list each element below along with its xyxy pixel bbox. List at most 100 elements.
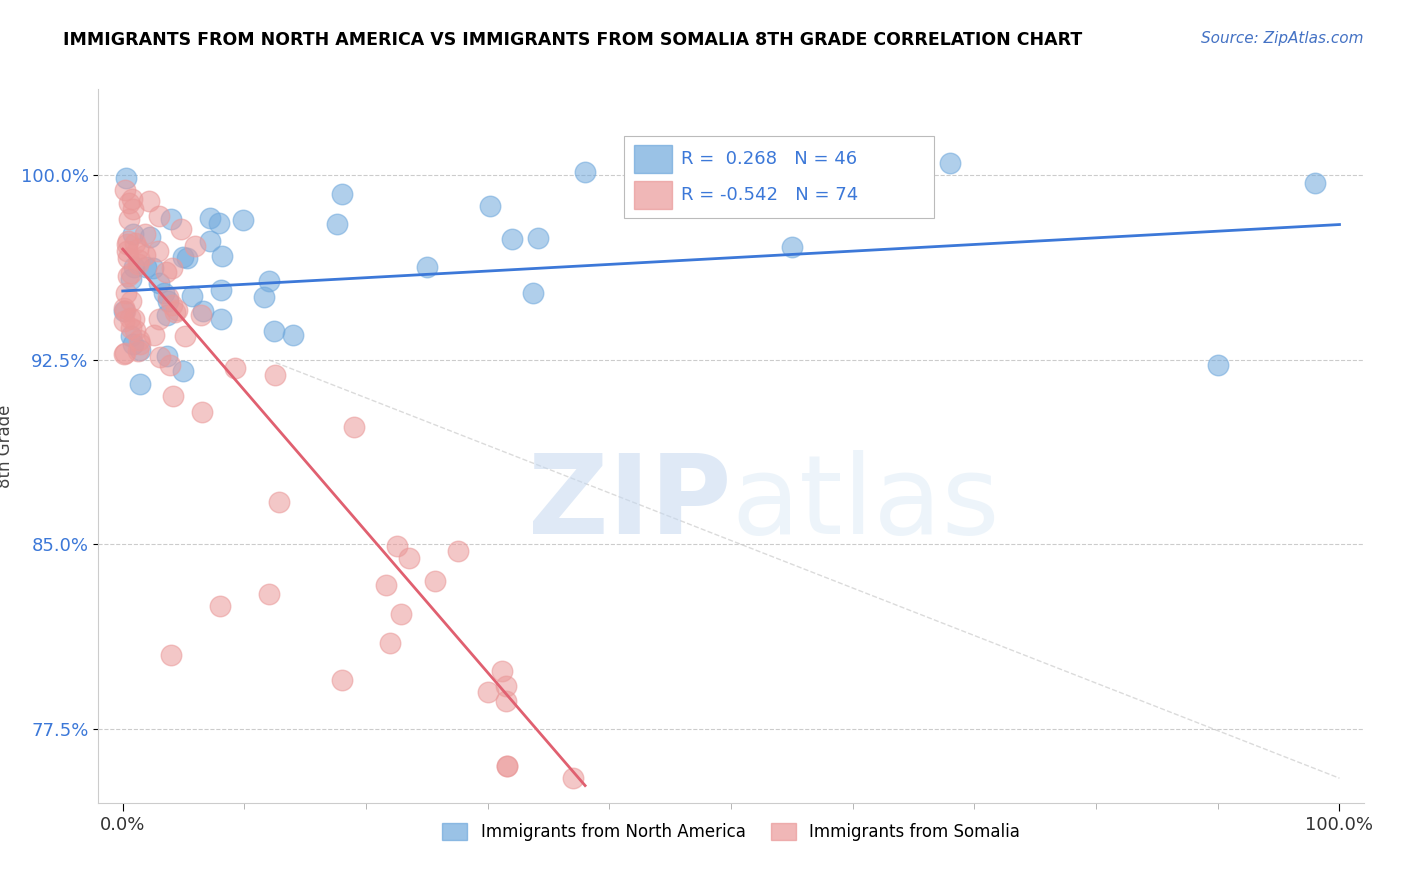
Point (142, 327, 165, 342)
Point (121, 337, 143, 351)
Text: R =  0.268   N = 46: R = 0.268 N = 46 (681, 150, 856, 168)
Point (257, 587, 280, 601)
Point (156, 289, 179, 303)
Point (139, 230, 162, 244)
Point (198, 211, 221, 226)
Point (138, 194, 160, 208)
Point (149, 350, 172, 364)
Point (127, 344, 149, 359)
Point (112, 346, 135, 360)
Legend: Immigrants from North America, Immigrants from Somalia: Immigrants from North America, Immigrant… (436, 816, 1026, 848)
Point (121, 192, 143, 206)
Point (176, 251, 198, 265)
Point (155, 265, 177, 279)
Point (495, 759, 517, 773)
Point (253, 290, 276, 304)
Point (479, 199, 502, 213)
Point (156, 294, 179, 309)
Point (117, 251, 139, 265)
Text: IMMIGRANTS FROM NORTH AMERICA VS IMMIGRANTS FROM SOMALIA 8TH GRADE CORRELATION C: IMMIGRANTS FROM NORTH AMERICA VS IMMIGRA… (63, 31, 1083, 49)
Point (117, 234, 139, 248)
Point (326, 217, 349, 231)
Point (561, 771, 585, 785)
Point (114, 171, 136, 186)
Point (163, 305, 186, 319)
Point (114, 183, 136, 197)
Point (114, 303, 136, 318)
Point (118, 196, 141, 211)
Point (166, 303, 188, 318)
Point (148, 312, 170, 326)
Point (495, 694, 517, 708)
Point (259, 274, 281, 288)
Point (174, 329, 197, 343)
Point (120, 320, 142, 334)
Point (160, 260, 183, 275)
Point (209, 284, 232, 298)
Point (114, 286, 136, 301)
Point (501, 232, 523, 246)
Point (128, 337, 150, 351)
Point (120, 328, 142, 343)
Point (112, 301, 135, 315)
Point (127, 257, 149, 271)
Point (191, 405, 214, 419)
Point (374, 578, 396, 592)
Bar (634, 145, 672, 173)
Point (172, 250, 194, 264)
Point (939, 156, 962, 170)
Point (159, 358, 181, 372)
Point (190, 309, 212, 323)
Point (134, 227, 156, 242)
Point (209, 599, 232, 613)
Text: R = -0.542   N = 74: R = -0.542 N = 74 (681, 186, 858, 203)
Point (162, 298, 184, 312)
Point (208, 216, 231, 230)
Point (183, 239, 205, 253)
Point (121, 202, 143, 216)
Point (283, 327, 305, 342)
Point (135, 260, 157, 274)
Point (124, 236, 146, 251)
Point (232, 212, 254, 227)
Point (120, 294, 142, 309)
Point (128, 334, 150, 348)
Point (148, 209, 170, 223)
Point (121, 227, 143, 241)
Point (124, 260, 146, 274)
Point (477, 685, 499, 699)
Point (330, 673, 353, 687)
Point (522, 285, 544, 300)
Point (496, 759, 519, 773)
Point (425, 574, 447, 589)
Point (209, 312, 232, 326)
Point (162, 389, 184, 403)
Point (128, 252, 150, 267)
Point (263, 324, 285, 338)
Point (264, 368, 287, 383)
Point (128, 376, 150, 391)
Point (129, 343, 152, 357)
Point (156, 350, 179, 364)
Point (153, 285, 176, 300)
Point (380, 636, 402, 650)
Point (142, 260, 165, 275)
Point (117, 268, 139, 283)
Point (495, 679, 517, 693)
Bar (634, 180, 672, 209)
Point (1206, 358, 1229, 372)
Point (330, 187, 353, 202)
Point (198, 234, 221, 248)
Point (148, 276, 170, 290)
Point (211, 249, 233, 263)
Point (527, 231, 550, 245)
Point (112, 314, 135, 328)
Point (385, 539, 408, 553)
Text: ZIP: ZIP (527, 450, 731, 557)
FancyBboxPatch shape (623, 136, 934, 218)
Point (118, 212, 141, 227)
Point (398, 551, 420, 566)
Text: atlas: atlas (731, 450, 1000, 557)
Point (224, 361, 246, 376)
Point (343, 420, 366, 434)
